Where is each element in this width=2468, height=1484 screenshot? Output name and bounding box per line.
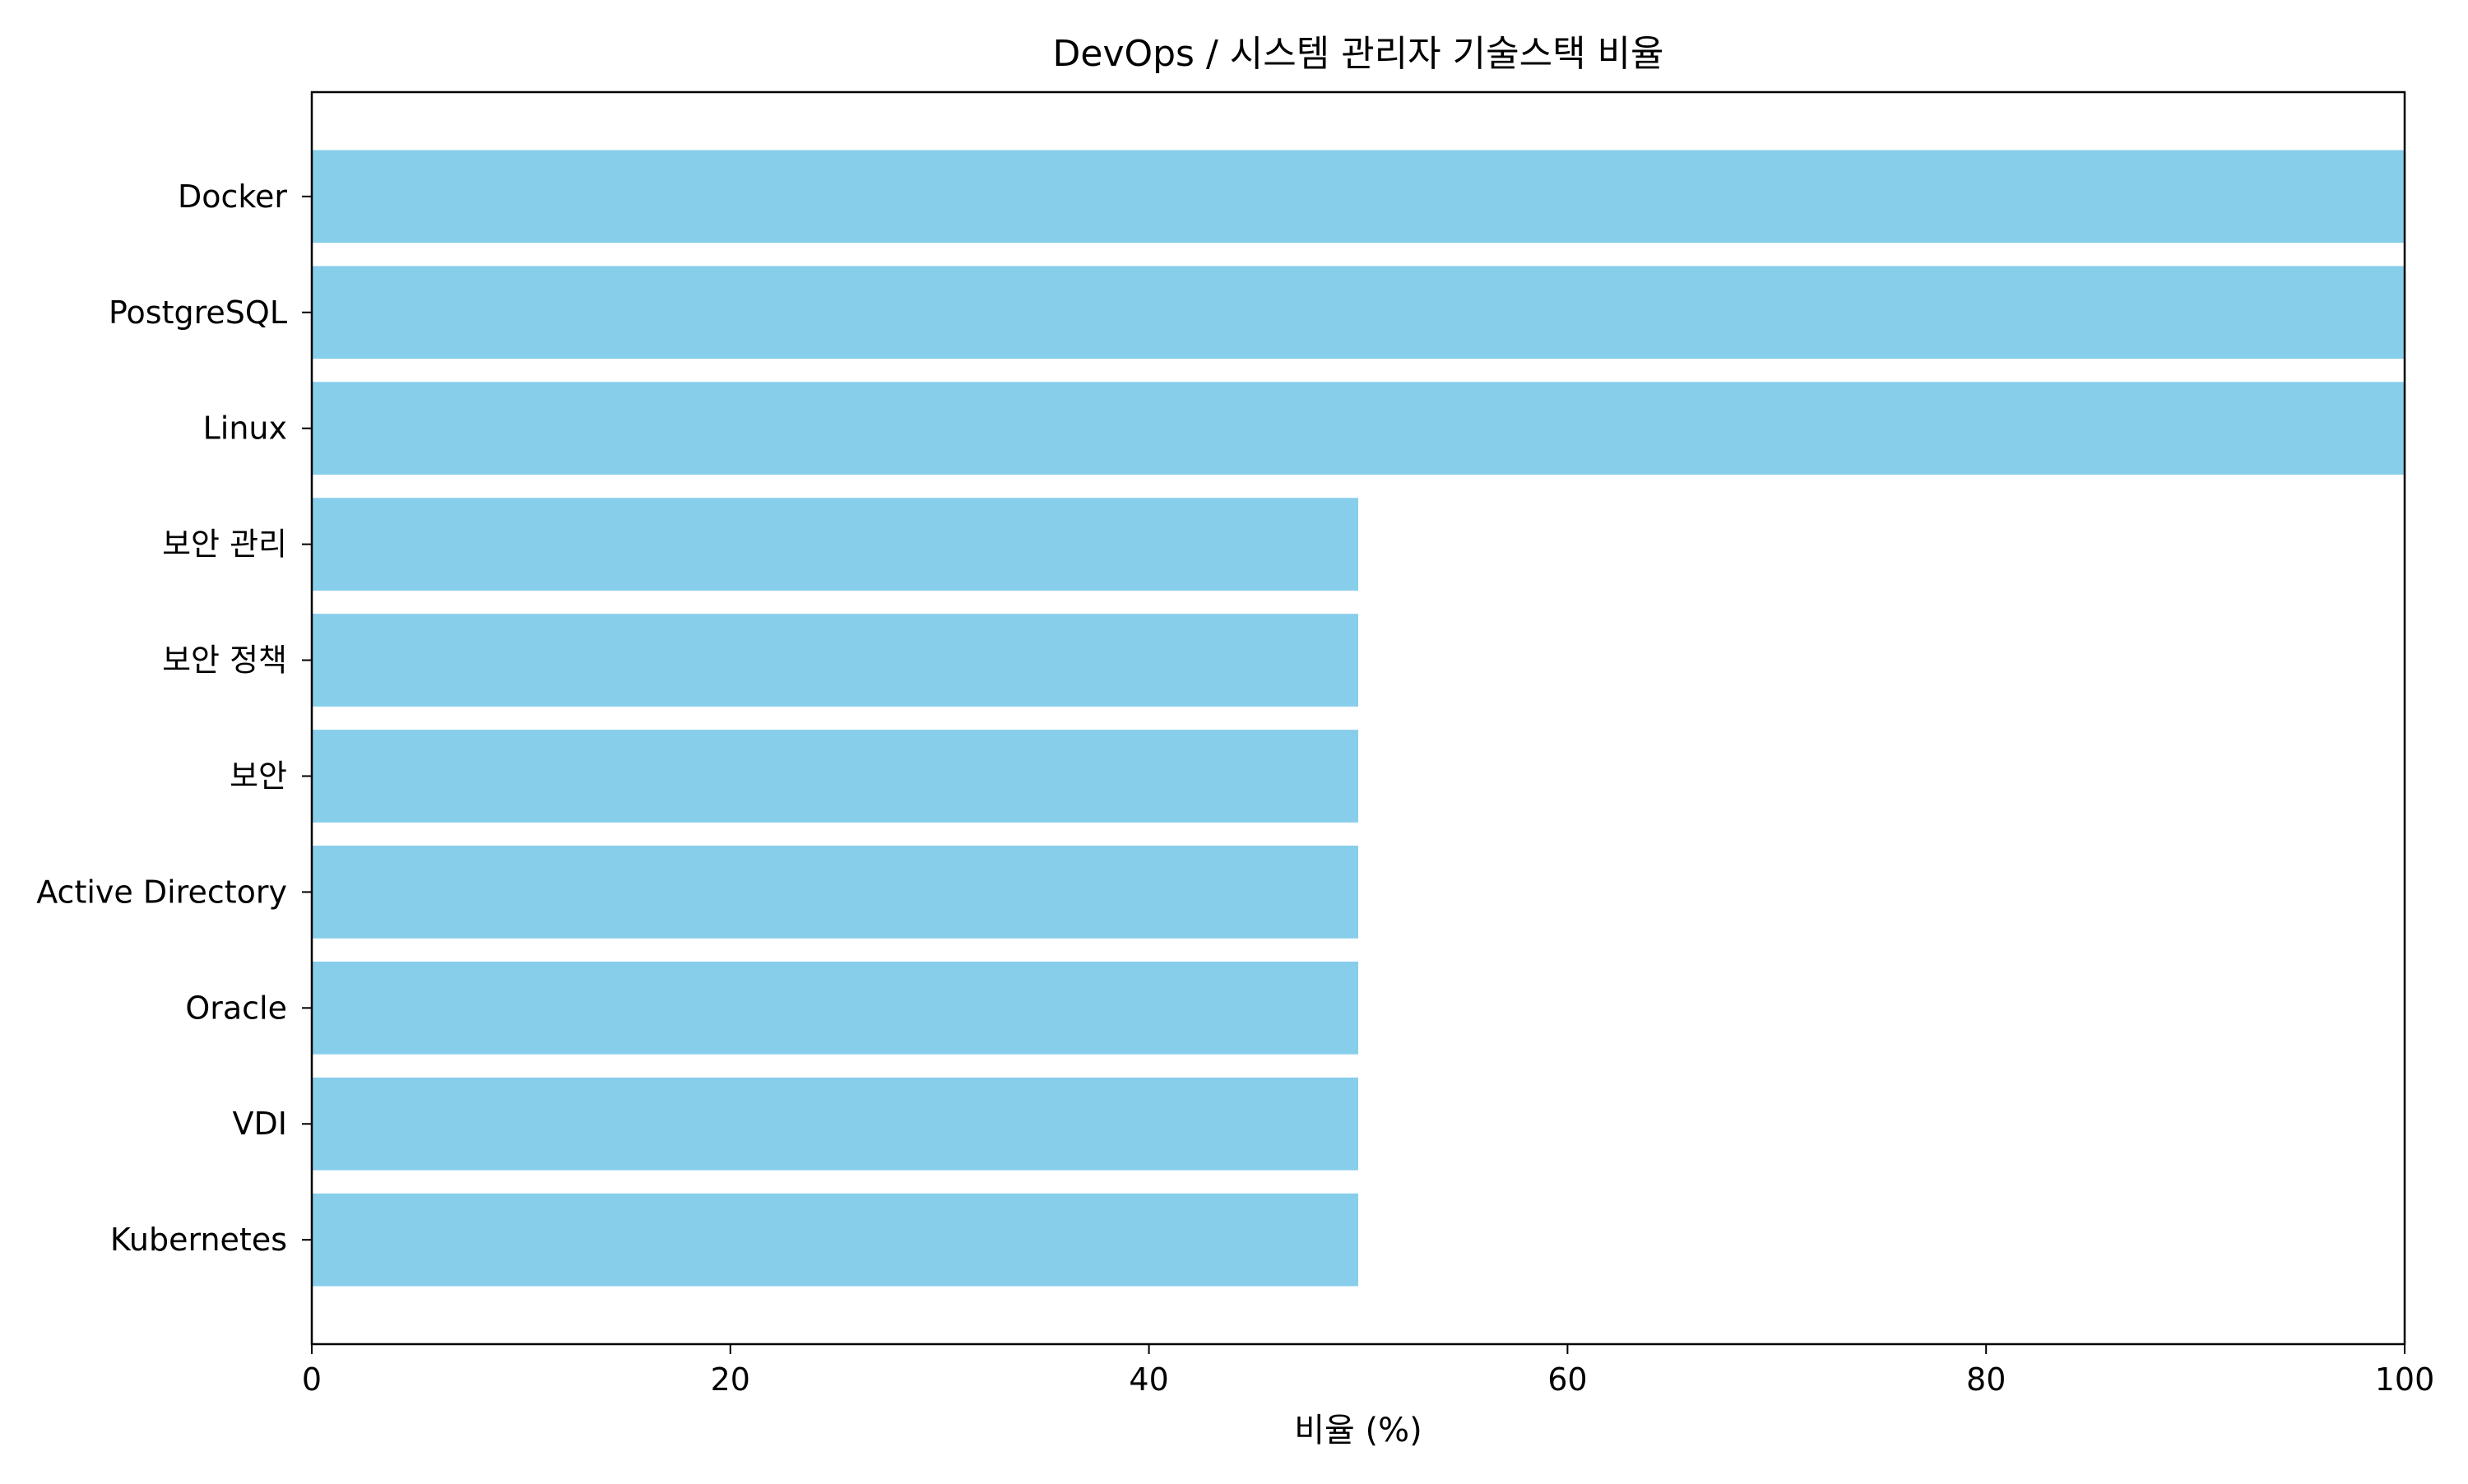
bar-6 (312, 730, 1358, 823)
x-tick-label: 0 (302, 1361, 322, 1398)
bar-9 (312, 1077, 1358, 1171)
y-tick-label: Active Directory (36, 874, 287, 910)
bar-10 (312, 1193, 1358, 1287)
x-tick-label: 20 (711, 1361, 750, 1398)
bar-4 (312, 498, 1358, 591)
x-tick-label: 100 (2375, 1361, 2435, 1398)
y-tick-label: 보안 관리 (162, 526, 287, 563)
y-tick-label: 보안 정책 (162, 642, 287, 679)
bar-7 (312, 846, 1358, 939)
x-tick-label: 80 (1966, 1361, 2006, 1398)
plot-frame (310, 90, 2406, 1346)
y-tick-label: Oracle (185, 990, 287, 1026)
y-tick-label: 보안 (230, 758, 287, 794)
x-tick-label: 60 (1547, 1361, 1587, 1398)
chart-title: DevOps / 시스템 관리자 기술스택 비율 (1053, 33, 1664, 75)
bar-1 (312, 150, 2405, 243)
y-tick-label: Kubernetes (110, 1222, 287, 1258)
bar-2 (312, 266, 2405, 359)
x-axis: 0 20 40 60 80 100 (302, 1344, 2434, 1398)
y-tick-label: VDI (233, 1106, 287, 1142)
bar-3 (312, 382, 2405, 475)
bar-8 (312, 961, 1358, 1055)
bar-5 (312, 614, 1358, 707)
y-tick-label: Linux (203, 410, 287, 447)
y-tick-label: Docker (178, 179, 287, 215)
bars-layer (312, 150, 2405, 1287)
y-tick-label: PostgreSQL (109, 294, 287, 331)
x-tick-label: 40 (1129, 1361, 1168, 1398)
x-axis-label: 비율 (%) (1294, 1412, 1422, 1449)
